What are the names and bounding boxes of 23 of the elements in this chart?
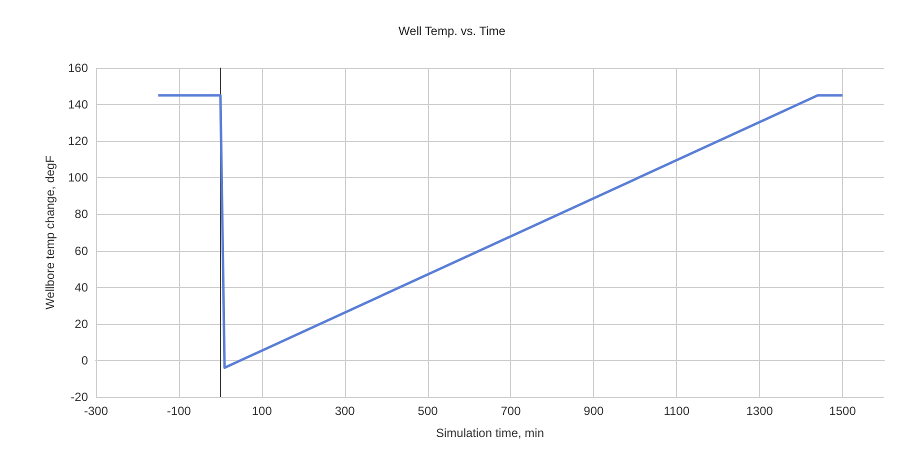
x-tick-label: 300 — [334, 404, 356, 418]
y-tick-label: 20 — [74, 316, 88, 331]
x-tick-label: 1100 — [664, 404, 690, 418]
y-tick-label: 40 — [74, 280, 88, 294]
y-tick-label: 100 — [68, 170, 88, 185]
y-tick-label: 60 — [74, 244, 88, 258]
y-axis-title: Wellbore temp change, degF — [43, 156, 57, 310]
x-tick-label: -300 — [84, 404, 108, 418]
chart-title: Well Temp. vs. Time — [398, 24, 506, 38]
x-tick-label: 900 — [584, 404, 604, 418]
x-tick-label: 500 — [418, 404, 438, 418]
y-tick-label: 120 — [68, 134, 88, 148]
x-axis-title: Simulation time, min — [436, 426, 544, 440]
y-tick-label: 140 — [68, 98, 88, 112]
x-tick-label: -100 — [166, 404, 192, 418]
x-tick-label: 1300 — [746, 404, 774, 418]
y-tick-label: 80 — [74, 207, 88, 222]
y-tick-label: 0 — [81, 353, 88, 368]
y-tick-label: 160 — [68, 61, 88, 75]
y-tick-label: -20 — [70, 390, 88, 404]
x-tick-label: 100 — [252, 404, 272, 418]
x-tick-label: 700 — [500, 404, 522, 418]
x-tick-label: 1500 — [829, 404, 856, 418]
